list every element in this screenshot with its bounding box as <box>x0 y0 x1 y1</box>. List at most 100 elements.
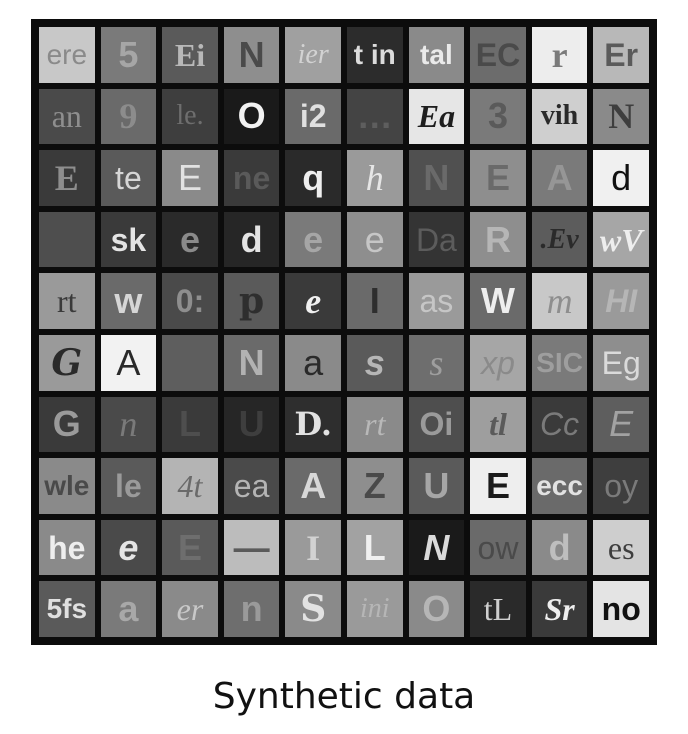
tile-text: E <box>177 156 202 198</box>
tile-text: W <box>481 280 515 322</box>
synthetic-text-tile: m <box>531 273 588 329</box>
tile-text: w <box>114 280 143 322</box>
tile-text: 5 <box>118 33 139 75</box>
synthetic-text-tile: HI <box>593 273 649 329</box>
synthetic-text-tile: ow <box>470 519 526 576</box>
synthetic-text-tile: le <box>100 458 157 514</box>
tile-text: te <box>115 159 142 196</box>
synthetic-text-tile: ier <box>285 27 341 83</box>
synthetic-text-tile: w <box>100 273 157 329</box>
synthetic-text-tile: Ea <box>408 88 465 145</box>
synthetic-text-tile: G <box>39 334 95 391</box>
synthetic-text-tile: xp <box>470 334 526 391</box>
tile-text: a <box>303 341 324 383</box>
synthetic-text-tile: R <box>470 211 526 268</box>
tile-text: wle <box>44 469 90 501</box>
tile-text: xp <box>481 344 515 381</box>
synthetic-text-tile: no <box>593 581 649 637</box>
synthetic-text-tile: tL <box>470 581 526 637</box>
tile-text: e <box>305 281 322 322</box>
tile-text: d <box>240 218 263 260</box>
synthetic-text-tile: N <box>408 150 465 206</box>
synthetic-text-tile: U <box>408 458 465 514</box>
synthetic-text-tile: wle <box>39 458 95 514</box>
tile-text: E <box>485 156 510 198</box>
tile-text: 9 <box>119 96 138 137</box>
synthetic-text-tile: e <box>346 211 403 268</box>
synthetic-text-tile: tal <box>408 27 465 83</box>
tile-text: ecc <box>536 469 583 501</box>
synthetic-text-tile: Ei <box>162 27 218 83</box>
tile-text: O <box>422 588 451 630</box>
synthetic-text-tile: N <box>223 334 280 391</box>
tile-text: G <box>52 403 81 445</box>
synthetic-text-tile: W <box>470 273 526 329</box>
synthetic-text-tile: O <box>223 88 280 145</box>
tile-text: L <box>363 526 386 568</box>
tile-text: tal <box>420 38 453 70</box>
synthetic-text-tile: 5 <box>100 27 157 83</box>
synthetic-text-tile: i2 <box>285 88 341 145</box>
synthetic-text-tile: E <box>39 150 95 206</box>
synthetic-text-tile: rt <box>39 273 95 329</box>
synthetic-text-tile: 5fs <box>39 581 95 637</box>
tile-text: d <box>548 526 571 568</box>
tile-text: e <box>118 526 139 568</box>
tile-text: O <box>237 95 266 137</box>
synthetic-text-tile: E <box>470 150 526 206</box>
synthetic-text-tile: .Ev <box>531 211 588 268</box>
synthetic-text-tile: er <box>162 581 218 637</box>
tile-text: ini <box>360 593 390 625</box>
synthetic-text-tile: EC <box>470 27 526 83</box>
tile-text: Cc <box>540 406 580 443</box>
tile-text: rt <box>57 283 77 320</box>
tile-text: le. <box>176 100 204 132</box>
tile-text: es <box>607 529 635 566</box>
tile-text: N <box>423 526 450 568</box>
tile-text: le <box>115 467 142 504</box>
synthetic-text-tile: Oi <box>408 396 465 453</box>
synthetic-text-tile: wV <box>593 211 649 268</box>
tile-text: E <box>485 464 510 506</box>
tile-text: I <box>306 527 321 568</box>
synthetic-text-tile: vih <box>531 88 588 145</box>
synthetic-text-tile: p <box>223 273 280 329</box>
tile-text: er <box>176 591 204 628</box>
synthetic-text-tile: SIC <box>531 334 588 391</box>
tile-text: … <box>356 95 393 137</box>
tile-text: s <box>364 341 385 383</box>
synthetic-text-tile: ere <box>39 27 95 83</box>
tile-text: ea <box>233 467 270 504</box>
synthetic-text-tile: N <box>593 88 649 145</box>
tile-text: m <box>546 281 573 322</box>
tile-text: Sr <box>544 591 575 628</box>
tile-text: d <box>611 156 632 198</box>
tile-text: — <box>233 526 270 568</box>
tile-text: D. <box>294 405 333 444</box>
synthetic-text-tile: d <box>223 211 280 268</box>
synthetic-text-tile: 9 <box>100 88 157 145</box>
synthetic-text-tile: d <box>531 519 588 576</box>
tile-text: SIC <box>536 346 583 378</box>
tile-text: G <box>51 341 83 384</box>
tile-text: as <box>419 283 454 320</box>
tile-text: q <box>302 156 325 198</box>
synthetic-text-tile: Da <box>408 211 465 268</box>
tile-text: HI <box>605 283 638 320</box>
synthetic-text-tile: I <box>285 519 341 576</box>
synthetic-text-tile: d <box>593 150 649 206</box>
synthetic-text-tile: he <box>39 519 95 576</box>
synthetic-text-tile: G <box>39 396 95 453</box>
synthetic-text-tile: S <box>285 581 341 637</box>
tile-text: s <box>429 342 444 383</box>
tile-text: e <box>303 218 324 260</box>
synthetic-text-tile: q <box>285 150 341 206</box>
synthetic-text-tile: sk <box>100 211 157 268</box>
tile-text: sk <box>110 221 147 258</box>
tile-text: 3 <box>487 95 508 137</box>
tile-text: e <box>364 218 385 260</box>
tile-text: ere <box>46 38 88 70</box>
tile-text: r <box>551 34 568 75</box>
